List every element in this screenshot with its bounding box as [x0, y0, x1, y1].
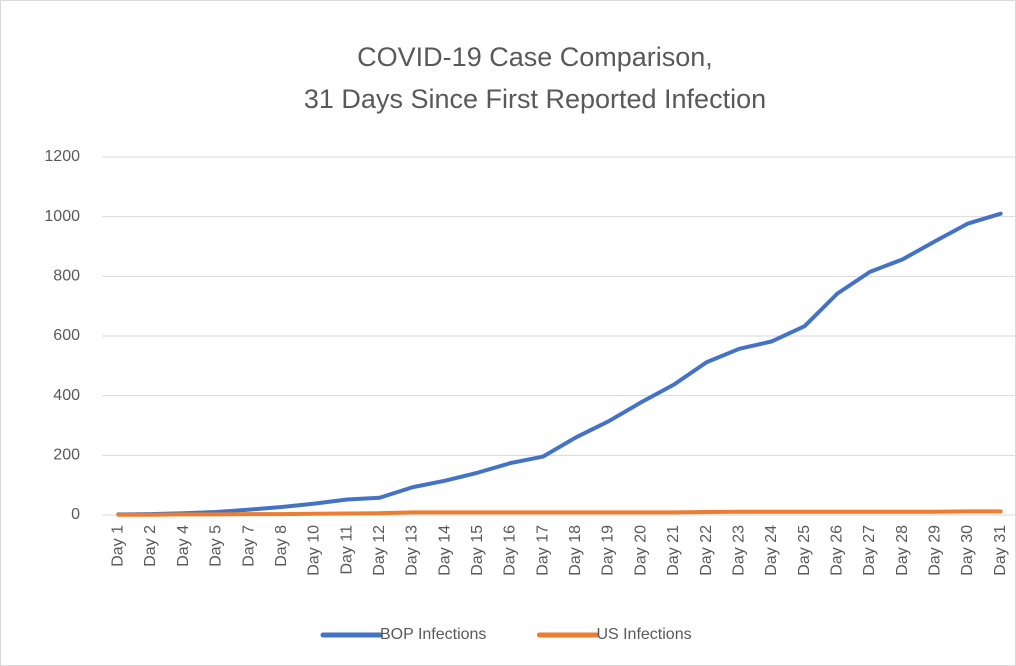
x-tick-label: Day 29 [927, 525, 944, 576]
x-tick-label: Day 2 [142, 525, 159, 567]
x-tick-label: Day 17 [534, 525, 551, 576]
series-line [116, 509, 1003, 517]
x-tick-label: Day 13 [404, 525, 421, 576]
x-tick-label: Day 12 [371, 525, 388, 576]
x-tick-label: Day 18 [567, 525, 584, 576]
y-tick-label: 400 [53, 387, 80, 404]
x-tick-label: Day 14 [436, 525, 453, 576]
x-tick-label: Day 21 [665, 525, 682, 576]
x-tick-label: Day 5 [208, 525, 225, 567]
x-tick-label: Day 8 [273, 525, 290, 567]
x-tick-label: Day 20 [632, 525, 649, 576]
legend-label: US Infections [596, 626, 691, 643]
x-tick-label: Day 27 [861, 525, 878, 576]
y-tick-label: 200 [53, 447, 80, 464]
x-tick-label: Day 26 [828, 525, 845, 576]
y-tick-label: 600 [53, 327, 80, 344]
x-tick-label: Day 22 [698, 525, 715, 576]
y-tick-label: 1200 [44, 148, 80, 165]
y-tick-label: 1000 [44, 208, 80, 225]
x-tick-label: Day 15 [469, 525, 486, 576]
chart-title: COVID-19 Case Comparison, [357, 42, 713, 72]
x-tick-label: Day 25 [796, 525, 813, 576]
x-tick-label: Day 7 [240, 525, 257, 567]
y-tick-label: 0 [71, 506, 80, 523]
x-tick-label: Day 31 [992, 525, 1009, 576]
x-tick-label: Day 1 [110, 525, 127, 567]
y-tick-label: 800 [53, 268, 80, 285]
x-tick-label: Day 19 [600, 525, 617, 576]
x-tick-label: Day 28 [894, 525, 911, 576]
legend-label: BOP Infections [380, 626, 486, 643]
x-tick-label: Day 10 [306, 525, 323, 576]
chart-title: 31 Days Since First Reported Infection [304, 84, 766, 114]
x-tick-label: Day 4 [175, 525, 192, 567]
x-tick-label: Day 30 [959, 525, 976, 576]
series-line [116, 211, 1003, 517]
x-tick-label: Day 23 [730, 525, 747, 576]
x-tick-label: Day 11 [338, 525, 355, 575]
x-tick-label: Day 16 [502, 525, 519, 576]
x-tick-label: Day 24 [763, 525, 780, 576]
